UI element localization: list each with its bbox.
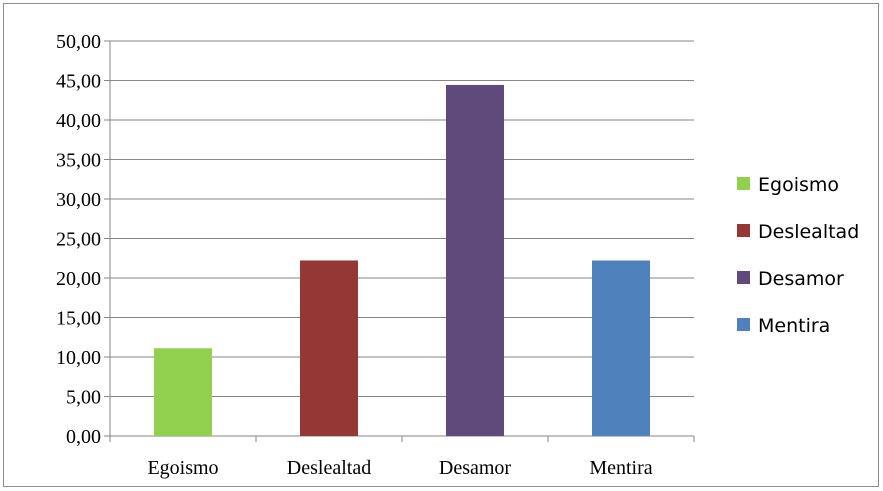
y-tick-label: 25,00	[56, 229, 101, 251]
legend-label: Egoismo	[758, 174, 839, 196]
bar-desamor	[446, 84, 504, 436]
y-tick-label: 35,00	[56, 150, 101, 172]
x-tick-label: Mentira	[589, 457, 652, 479]
chart-frame	[3, 3, 879, 487]
legend-swatch	[737, 271, 750, 284]
legend-label: Desamor	[758, 268, 844, 290]
legend-label: Deslealtad	[758, 221, 859, 243]
y-tick-label: 0,00	[66, 426, 101, 448]
y-tick-label: 40,00	[56, 110, 101, 132]
y-tick-label: 20,00	[56, 268, 101, 290]
y-tick-label: 45,00	[56, 71, 101, 93]
y-tick-label: 50,00	[56, 31, 101, 53]
x-tick-label: Deslealtad	[287, 457, 371, 479]
y-tick-label: 5,00	[66, 387, 101, 409]
bar-deslealtad	[300, 260, 358, 436]
y-tick-label: 10,00	[56, 347, 101, 369]
x-tick-label: Egoismo	[147, 457, 218, 479]
legend-swatch	[737, 318, 750, 331]
legend-swatch	[737, 177, 750, 190]
y-tick-label: 15,00	[56, 308, 101, 330]
bar-mentira	[592, 260, 650, 436]
legend-label: Mentira	[758, 315, 830, 337]
bar-egoismo	[154, 348, 212, 436]
y-tick-label: 30,00	[56, 189, 101, 211]
legend-swatch	[737, 224, 750, 237]
x-tick-label: Desamor	[439, 457, 512, 479]
